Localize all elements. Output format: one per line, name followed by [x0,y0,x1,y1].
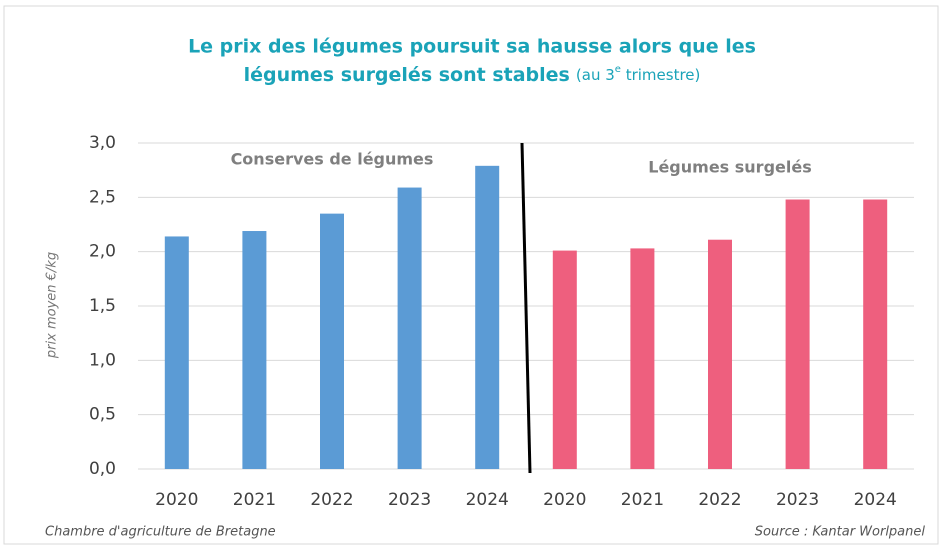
x-tick-label: 2020 [155,490,198,510]
group-label: Conserves de légumes [231,150,434,169]
y-tick-label: 1,5 [89,296,116,316]
bar [320,213,344,469]
y-tick-label: 2,0 [89,242,116,262]
chart-title: légumes surgelés sont stables [244,64,570,86]
bar [397,187,422,469]
x-tick-label: 2021 [621,490,664,510]
bar [785,199,810,470]
chart-frame [3,5,939,545]
chart-title: légumes surgelés sont stables (au 3e tri… [244,64,701,86]
y-tick-label: 1,0 [89,350,116,370]
x-tick-label: 2024 [466,490,509,510]
chart-title: Le prix des légumes poursuit sa hausse a… [188,36,756,58]
x-tick-label: 2023 [388,490,431,510]
x-tick-label: 2024 [854,490,897,510]
x-tick-label: 2023 [776,490,819,510]
y-tick-label: 2,5 [89,187,116,207]
x-tick-label: 2021 [233,490,276,510]
chart-subtitle: trimestre) [621,66,700,84]
bar [242,231,267,469]
footer-left: Chambre d'agriculture de Bretagne [45,525,276,540]
bar [552,250,577,469]
bar [630,248,655,469]
y-tick-label: 0,5 [89,405,116,425]
chart-subtitle: (au 3 [576,66,615,84]
x-tick-label: 2022 [310,490,353,510]
bar [164,236,189,469]
y-tick-label: 0,0 [89,459,116,479]
group-label: Légumes surgelés [648,158,811,177]
chart-subtitle: e [615,64,621,75]
bar [863,199,888,470]
x-tick-label: 2020 [543,490,586,510]
x-tick-label: 2022 [698,490,741,510]
bar [708,239,732,469]
y-axis-label: prix moyen €/kg [45,252,60,359]
bar [475,165,500,469]
footer-right: Source : Kantar Worlpanel [755,525,926,540]
y-tick-label: 3,0 [89,133,116,153]
divider [520,142,532,474]
